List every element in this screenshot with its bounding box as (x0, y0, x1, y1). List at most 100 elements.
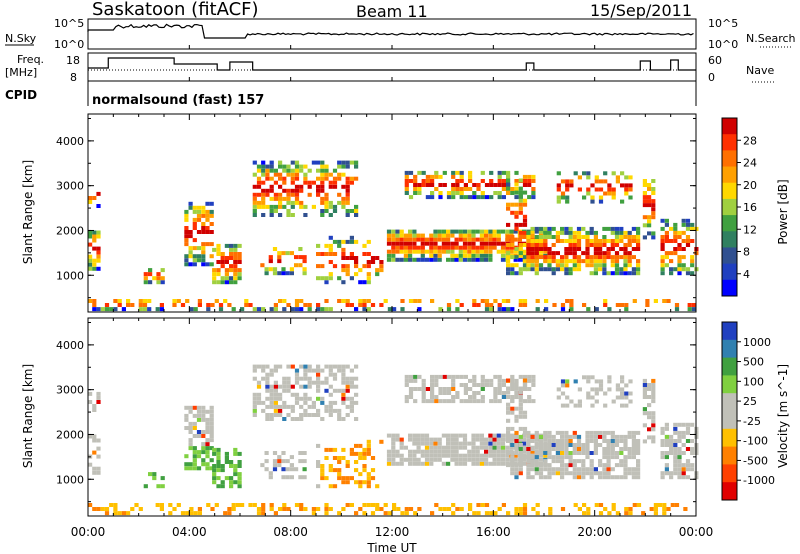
heatmap-cell (506, 378, 511, 383)
heatmap-cell (354, 451, 359, 456)
heatmap-cell (455, 187, 460, 191)
heatmap-cell (510, 255, 515, 260)
heatmap-cell (492, 445, 497, 450)
heatmap-cell (252, 503, 257, 507)
heatmap-cell (475, 461, 480, 466)
heatmap-cell (216, 247, 221, 252)
heatmap-cell (619, 271, 624, 276)
heatmap-cell (594, 187, 599, 192)
heatmap-cell (201, 446, 206, 451)
heatmap-cell (681, 471, 686, 476)
heatmap-cell (92, 470, 97, 475)
heatmap-cell (514, 451, 519, 455)
heatmap-cell (518, 222, 523, 227)
heatmap-cell (185, 299, 190, 303)
heatmap-cell (395, 461, 400, 466)
heatmap-cell (627, 271, 632, 276)
heatmap-cell (484, 449, 489, 454)
heatmap-cell (628, 187, 633, 192)
heatmap-cell (454, 229, 459, 234)
heatmap-cell (278, 196, 283, 201)
heatmap-cell (606, 459, 611, 464)
heatmap-cell (345, 388, 350, 393)
heatmap-cell (660, 455, 665, 460)
heatmap-cell (366, 260, 371, 264)
heatmap-cell (480, 387, 485, 391)
heatmap-cell (88, 299, 93, 303)
heatmap-cell (185, 511, 190, 516)
heatmap-cell (216, 468, 221, 473)
heatmap-cell (261, 507, 266, 511)
heatmap-cell (673, 430, 678, 435)
heatmap-cell (492, 237, 497, 242)
heatmap-cell (391, 233, 396, 238)
heatmap-cell (674, 303, 680, 307)
heatmap-cell (311, 400, 316, 405)
heatmap-cell (345, 404, 350, 409)
heatmap-cell (586, 307, 591, 312)
heatmap-cell (496, 461, 501, 466)
heatmap-cell (237, 460, 242, 464)
heatmap-cell (416, 437, 421, 442)
heatmap-cell (316, 460, 321, 464)
heatmap-cell (395, 453, 400, 458)
heatmap-cell (148, 272, 153, 277)
heatmap-cell (458, 453, 463, 458)
heatmap-cell (285, 475, 290, 480)
heatmap-cell (506, 271, 511, 276)
heatmap-cell (413, 374, 418, 379)
heatmap-cell (647, 187, 652, 191)
heatmap-cell (509, 245, 514, 250)
heatmap-cell (501, 383, 506, 387)
heatmap-cell (302, 475, 307, 480)
heatmap-cell (121, 511, 126, 516)
heatmap-cell (560, 226, 565, 231)
heatmap-cell (192, 462, 197, 467)
heatmap-cell (555, 235, 560, 239)
colorbar-swatch (722, 215, 737, 232)
heatmap-cell (438, 374, 443, 379)
heatmap-cell (332, 372, 338, 377)
heatmap-cell (510, 263, 515, 268)
heatmap-cell (468, 387, 473, 391)
heatmap-cell (362, 252, 367, 256)
colorbar-swatch (722, 166, 737, 184)
heatmap-cell (316, 192, 321, 197)
heatmap-cell (522, 378, 528, 383)
heatmap-cell (420, 253, 425, 258)
heatmap-cell (517, 237, 522, 242)
heatmap-cell (252, 408, 257, 413)
heatmap-cell (577, 403, 582, 408)
colorbar-swatch (722, 182, 737, 200)
heatmap-cell (282, 376, 287, 381)
heatmap-cell (425, 387, 430, 391)
heatmap-cell (216, 464, 221, 468)
heatmap-cell (316, 252, 321, 256)
heatmap-cell (269, 372, 274, 377)
heatmap-cell (509, 445, 514, 450)
heatmap-cell (404, 378, 409, 383)
heatmap-cell (196, 417, 202, 422)
heatmap-cell (328, 384, 333, 389)
heatmap-cell (420, 449, 425, 454)
heatmap-cell (530, 449, 535, 454)
heatmap-cell (514, 182, 519, 187)
heatmap-cell (458, 457, 463, 462)
heatmap-cell (233, 472, 238, 477)
heatmap-cell (286, 164, 291, 169)
heatmap-cell (341, 392, 346, 397)
heatmap-cell (673, 463, 678, 468)
heatmap-cell (233, 252, 238, 256)
heatmap-cell (416, 457, 421, 462)
heatmap-cell (237, 260, 242, 264)
heatmap-cell (294, 376, 300, 381)
heatmap-cell (673, 422, 678, 427)
heatmap-cell (551, 471, 556, 476)
heatmap-cell (216, 280, 221, 285)
heatmap-cell (484, 437, 489, 442)
heatmap-cell (569, 399, 574, 404)
heatmap-cell (526, 235, 531, 239)
heatmap-cell (522, 410, 528, 415)
heatmap-cell (92, 507, 97, 511)
heatmap-cell (589, 263, 594, 268)
